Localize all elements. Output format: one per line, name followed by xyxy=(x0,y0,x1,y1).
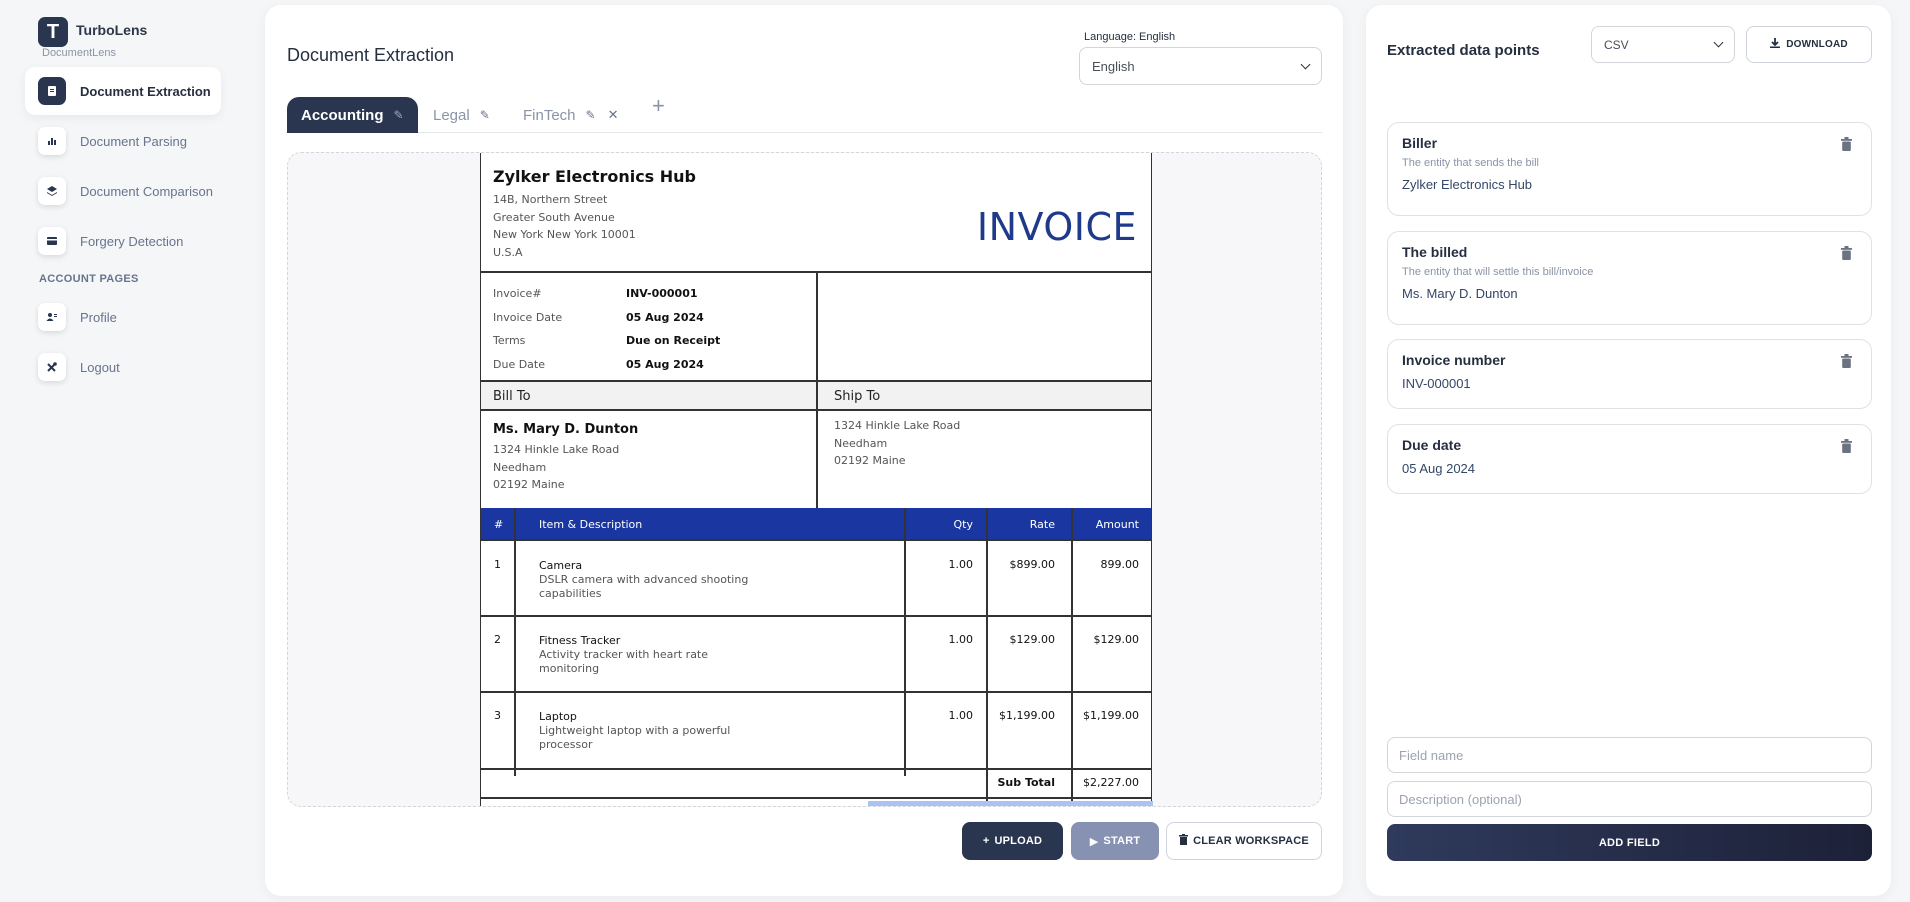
field-description: The entity that sends the bill xyxy=(1402,157,1539,169)
field-title: Due date xyxy=(1402,437,1462,453)
format-select[interactable]: CSV xyxy=(1591,26,1735,63)
chevron-down-icon xyxy=(1713,37,1724,48)
subtotal-value: $2,227.00 xyxy=(1083,776,1139,789)
tab-label: Legal xyxy=(433,106,470,124)
start-button[interactable]: ▶ START xyxy=(1071,822,1159,860)
sidebar-item-label: Document Extraction xyxy=(80,83,211,99)
invoice-company-address: 14B, Northern Street Greater South Avenu… xyxy=(493,193,636,259)
plus-icon: + xyxy=(982,835,990,847)
download-icon xyxy=(1770,38,1781,51)
pencil-icon[interactable]: ✎ xyxy=(393,108,404,122)
tab-fintech[interactable]: FinTech ✎ ✕ xyxy=(523,97,619,133)
field-name-input[interactable] xyxy=(1387,737,1872,773)
field-value: 05 Aug 2024 xyxy=(1402,461,1476,476)
document-viewer[interactable]: Zylker Electronics Hub 14B, Northern Str… xyxy=(287,152,1322,807)
field-description-input[interactable] xyxy=(1387,781,1872,817)
trash-icon[interactable] xyxy=(1841,137,1852,151)
field-value: INV-000001 xyxy=(1402,376,1471,391)
subtotal-label: Sub Total xyxy=(997,776,1055,789)
sidebar-item-document-comparison[interactable]: Document Comparison xyxy=(25,167,221,215)
field-description: The entity that will settle this bill/in… xyxy=(1402,266,1594,278)
upload-button[interactable]: + UPLOAD xyxy=(962,822,1063,860)
sidebar: T TurboLens DocumentLens Document Extrac… xyxy=(0,0,262,902)
sidebar-item-document-parsing[interactable]: Document Parsing xyxy=(25,117,221,165)
bill-to-address: 1324 Hinkle Lake Road Needham 02192 Main… xyxy=(493,443,620,491)
bill-to-heading: Bill To xyxy=(493,389,531,404)
field-title: Invoice number xyxy=(1402,352,1506,368)
field-card-biller: Biller The entity that sends the bill Zy… xyxy=(1387,122,1872,216)
close-icon[interactable]: ✕ xyxy=(607,107,619,122)
tab-legal[interactable]: Legal ✎ xyxy=(433,97,490,133)
field-card-due-date: Due date 05 Aug 2024 xyxy=(1387,424,1872,494)
tab-label: FinTech xyxy=(523,106,576,124)
sidebar-item-profile[interactable]: Profile xyxy=(25,293,221,341)
tab-label: Accounting xyxy=(301,106,384,124)
workspace-tabs: Accounting ✎ Legal ✎ FinTech ✎ ✕ + xyxy=(287,91,1322,133)
brand-name: TurboLens xyxy=(76,22,148,38)
invoice-title: INVOICE xyxy=(976,205,1137,249)
add-tab-icon[interactable]: + xyxy=(652,93,665,118)
extracted-title: Extracted data points xyxy=(1387,42,1540,59)
sidebar-item-label: Logout xyxy=(80,359,120,375)
tools-icon xyxy=(38,353,66,381)
trash-icon[interactable] xyxy=(1841,439,1852,453)
brand[interactable]: T TurboLens DocumentLens xyxy=(38,17,148,59)
sidebar-item-forgery-detection[interactable]: Forgery Detection xyxy=(25,217,221,265)
sidebar-item-label: Profile xyxy=(80,309,117,325)
play-icon: ▶ xyxy=(1089,835,1099,848)
layers-icon xyxy=(38,177,66,205)
page-title: Document Extraction xyxy=(287,45,455,65)
document-scroll-area[interactable]: Zylker Electronics Hub 14B, Northern Str… xyxy=(300,153,1310,806)
field-value: Zylker Electronics Hub xyxy=(1402,177,1533,192)
download-button[interactable]: DOWNLOAD xyxy=(1746,26,1872,63)
sidebar-nav: Document Extraction Document Parsing Doc… xyxy=(25,67,221,393)
add-field-button[interactable]: ADD FIELD xyxy=(1387,824,1872,861)
language-select-value: English xyxy=(1092,58,1135,74)
pencil-icon[interactable]: ✎ xyxy=(479,108,490,122)
invoice-company: Zylker Electronics Hub xyxy=(493,167,697,186)
items-table-header: # Item & Description Qty Rate Amount xyxy=(481,508,1151,540)
sidebar-item-document-extraction[interactable]: Document Extraction xyxy=(25,67,221,115)
trash-icon[interactable] xyxy=(1841,246,1852,260)
pencil-icon[interactable]: ✎ xyxy=(585,108,596,122)
sidebar-item-logout[interactable]: Logout xyxy=(25,343,221,391)
extracted-data-panel: Extracted data points CSV DOWNLOAD Bille… xyxy=(1366,5,1891,896)
chart-icon xyxy=(38,127,66,155)
clear-workspace-button[interactable]: CLEAR WORKSPACE xyxy=(1166,822,1322,860)
field-title: Biller xyxy=(1402,135,1438,151)
sidebar-item-label: Document Parsing xyxy=(80,133,187,149)
bill-to-name: Ms. Mary D. Dunton xyxy=(493,422,639,437)
user-icon xyxy=(38,303,66,331)
account-pages-heading: ACCOUNT PAGES xyxy=(39,273,139,285)
trash-icon[interactable] xyxy=(1841,354,1852,368)
format-select-value: CSV xyxy=(1604,37,1629,52)
sidebar-item-label: Forgery Detection xyxy=(80,233,184,249)
invoice-document: Zylker Electronics Hub 14B, Northern Str… xyxy=(480,153,1153,806)
brand-subtitle: DocumentLens xyxy=(42,47,116,59)
chevron-down-icon xyxy=(1300,59,1311,69)
ship-to-heading: Ship To xyxy=(834,389,881,404)
invoice-meta: Invoice# INV-000001 Invoice Date 05 Aug 20… xyxy=(493,287,721,371)
field-card-the-billed: The billed The entity that will settle t… xyxy=(1387,231,1872,325)
language-label: Language: English xyxy=(1084,31,1176,43)
main-panel: Document Extraction Language: English En… xyxy=(265,5,1343,896)
brand-logo: T xyxy=(38,17,68,47)
document-icon xyxy=(38,77,66,105)
field-title: The billed xyxy=(1402,244,1468,260)
field-card-invoice-number: Invoice number INV-000001 xyxy=(1387,339,1872,409)
language-select[interactable]: English xyxy=(1079,47,1322,85)
tab-accounting[interactable]: Accounting ✎ xyxy=(287,97,418,133)
trash-icon xyxy=(1179,834,1189,848)
sidebar-item-label: Document Comparison xyxy=(80,183,213,199)
selection-highlight xyxy=(868,801,1153,806)
field-value: Ms. Mary D. Dunton xyxy=(1402,286,1518,301)
ship-to-address: 1324 Hinkle Lake Road Needham 02192 Main… xyxy=(834,419,961,467)
card-icon xyxy=(38,227,66,255)
